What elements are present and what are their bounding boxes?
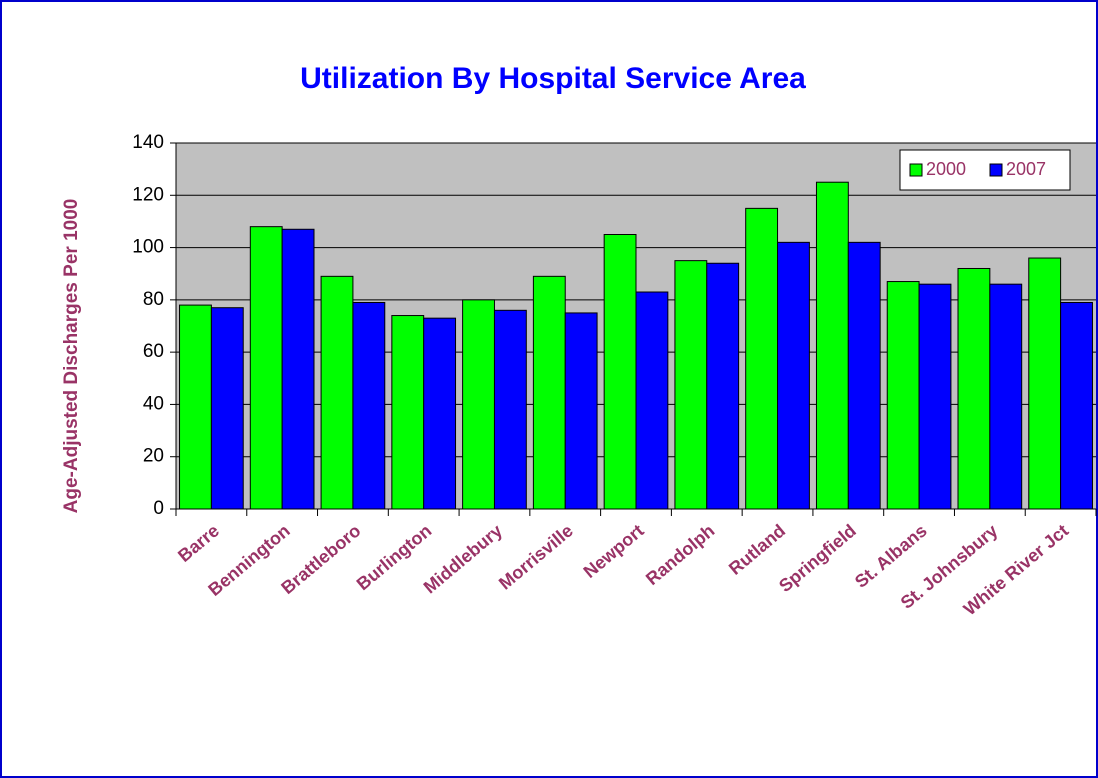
bar (532, 275, 566, 510)
y-tick-label: 60 (143, 341, 164, 362)
bar (249, 226, 283, 510)
bar (957, 267, 991, 510)
bar (423, 317, 457, 510)
bar (1060, 301, 1093, 510)
chart-title: Utilization By Hospital Service Area (300, 62, 806, 95)
bar (815, 181, 849, 510)
bar (777, 241, 810, 510)
y-tick-label: 80 (143, 289, 164, 310)
legend (899, 149, 1071, 191)
bar (493, 309, 527, 510)
bar (391, 315, 425, 510)
bar (462, 299, 495, 510)
bar (179, 304, 212, 510)
y-tick-label: 140 (132, 132, 164, 153)
bar (886, 281, 920, 510)
bar (1028, 257, 1062, 510)
bar (847, 241, 881, 510)
y-tick-label: 100 (132, 237, 164, 258)
y-tick-label: 40 (143, 393, 164, 414)
y-tick-label: 0 (153, 498, 164, 519)
bar (706, 262, 740, 510)
y-axis-label: Age-Adjusted Discharges Per 1000 (61, 199, 82, 514)
bar (745, 207, 779, 510)
bar (210, 307, 244, 510)
legend-label: 2007 (1006, 159, 1046, 179)
bar (281, 228, 315, 510)
bar (918, 283, 952, 510)
y-tick-label: 20 (143, 446, 164, 467)
bar (320, 275, 354, 510)
bar (564, 312, 598, 510)
y-tick-label: 120 (132, 184, 164, 205)
bar (674, 260, 708, 510)
legend-swatch (989, 163, 1003, 177)
bar (635, 291, 669, 510)
bar (989, 283, 1023, 510)
bar (352, 301, 386, 510)
legend-swatch (909, 163, 923, 177)
bar (603, 234, 637, 510)
legend-label: 2000 (926, 159, 966, 179)
